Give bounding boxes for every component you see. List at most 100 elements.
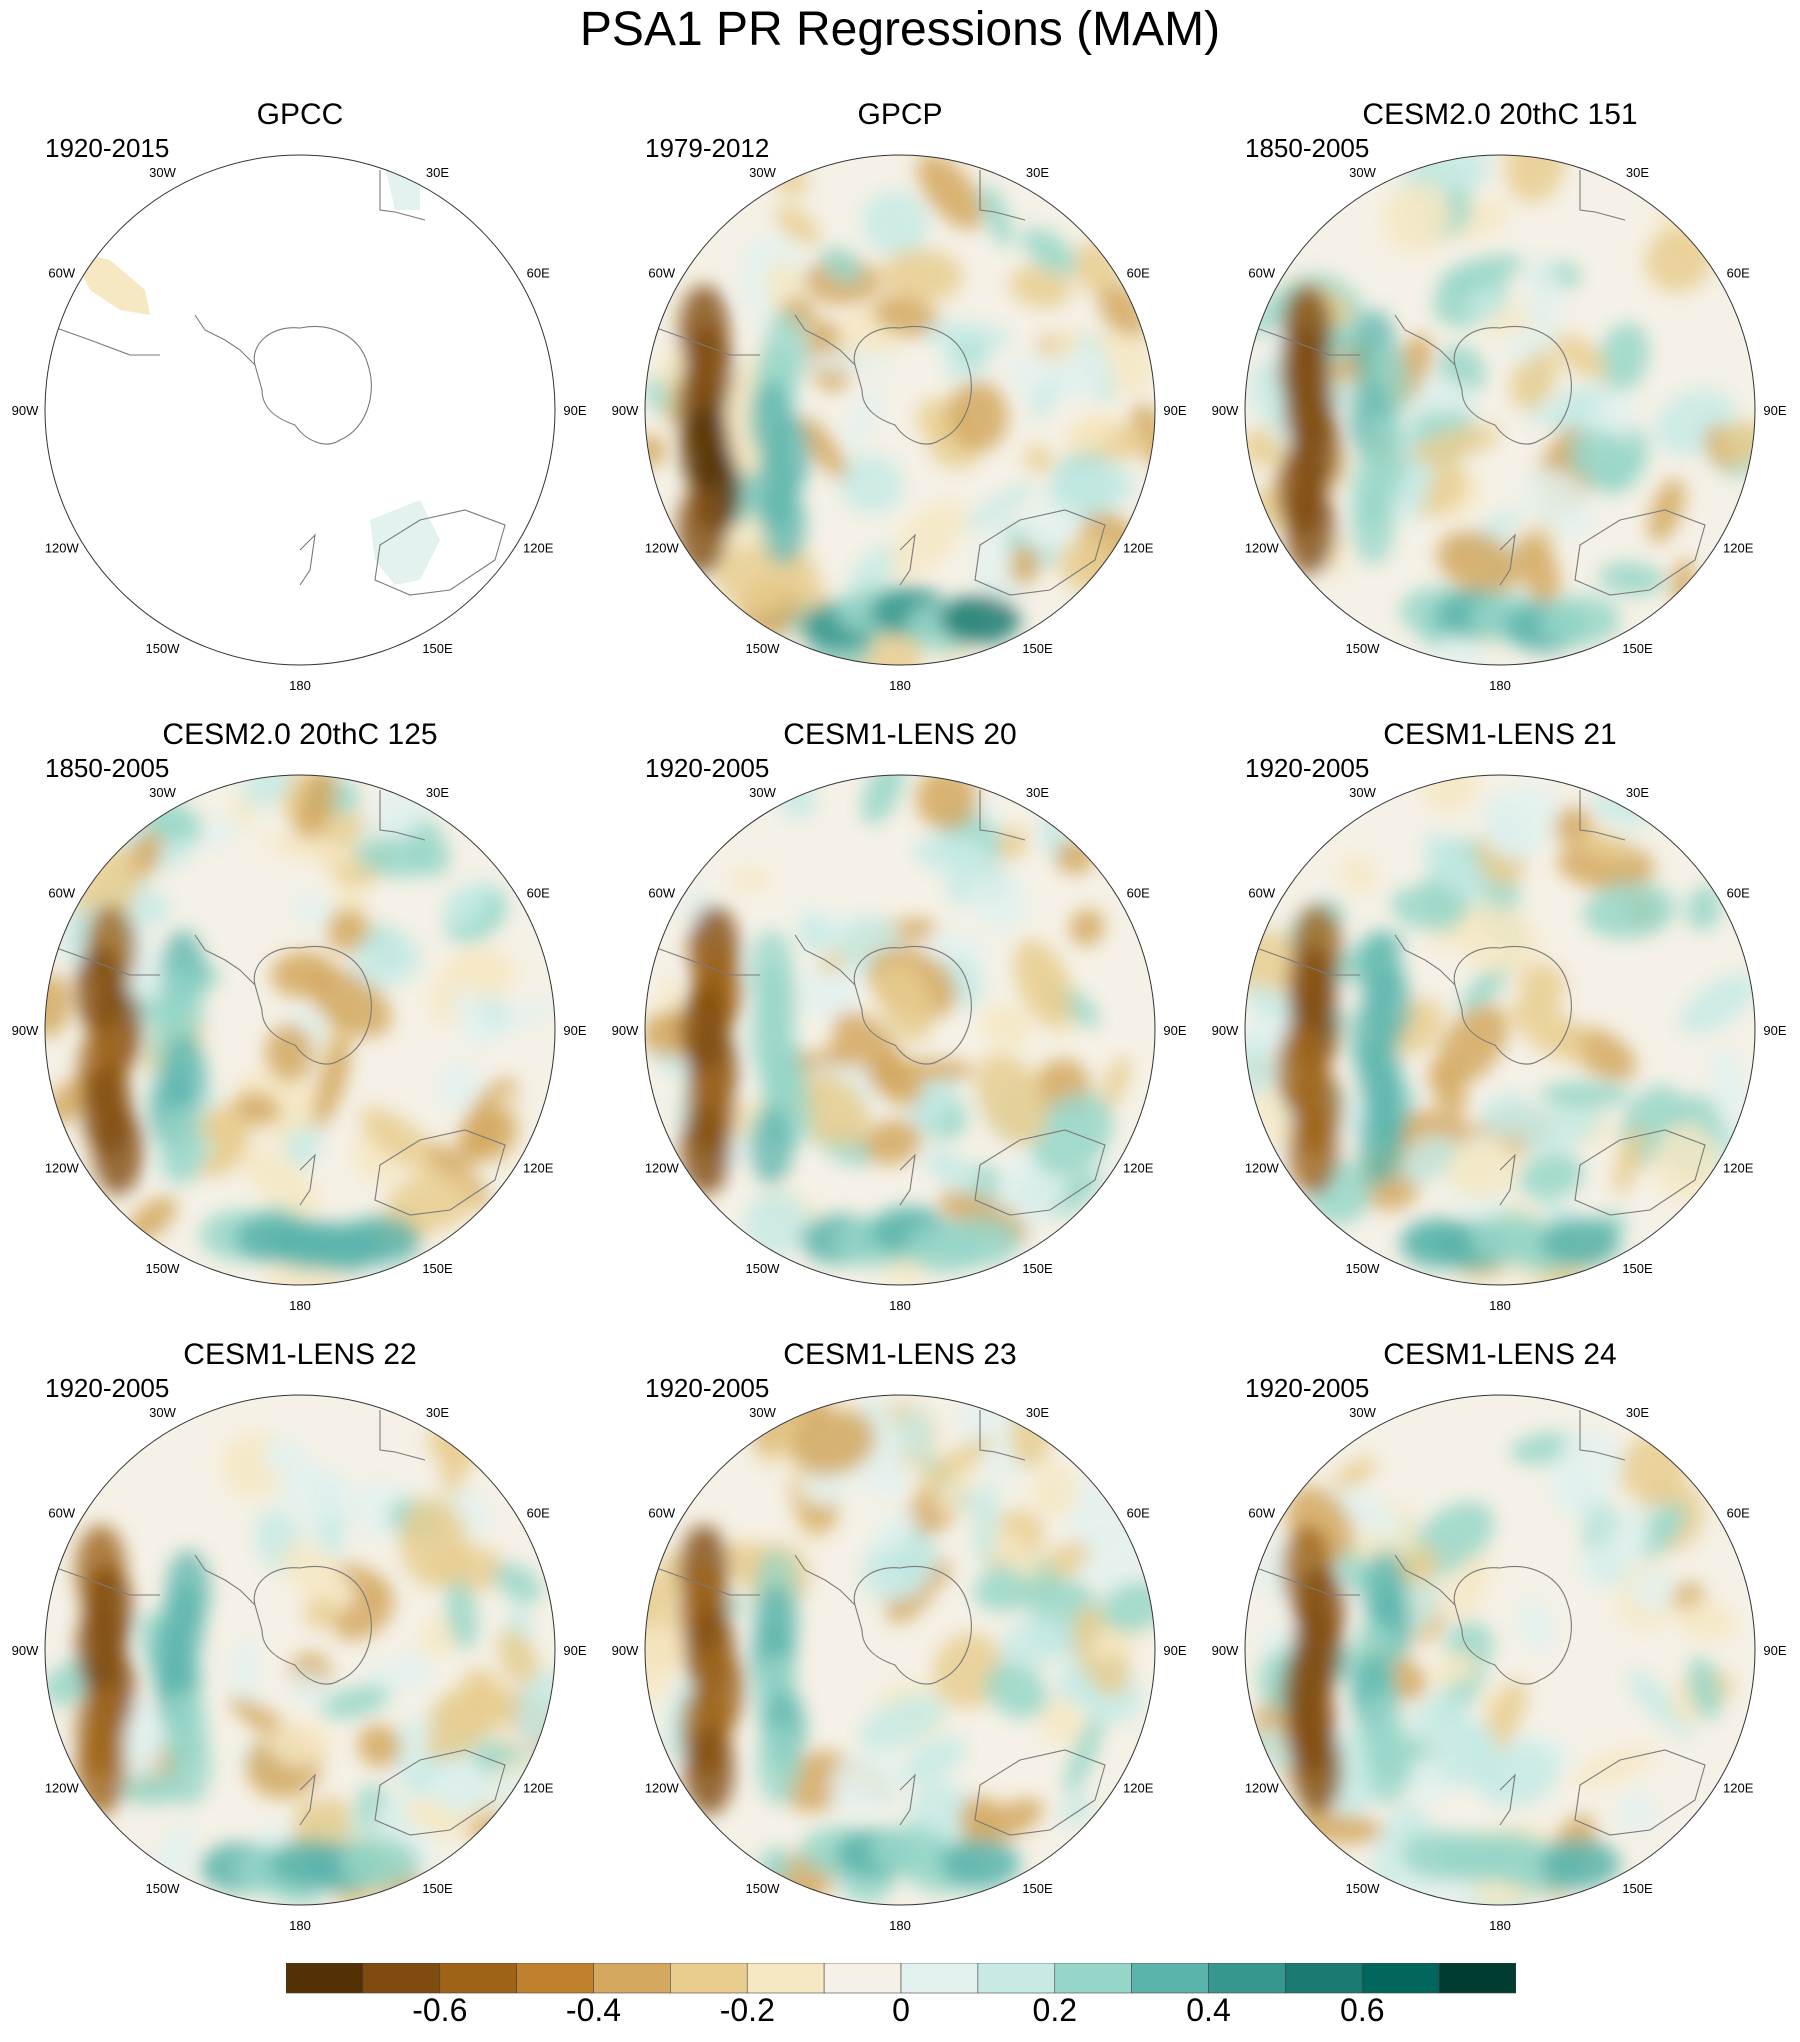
longitude-label: 180 [289,1918,311,1933]
contour-blob [861,190,929,257]
map-panel: CESM1-LENS 23 1920-2005 0 30E 60E 90E 120E 150E… [600,1335,1200,1955]
longitude-label: 120W [645,541,680,556]
longitude-label: 30W [749,1405,776,1420]
contour-blob [1458,1725,1502,1792]
longitude-label: 30W [1349,1405,1376,1420]
contour-blob [1419,775,1479,814]
longitude-label: 0 [296,140,303,143]
contour-blob [874,1400,908,1498]
longitude-label: 30E [1026,165,1049,180]
peninsula-coastline [1394,934,1456,986]
longitude-label: 0 [896,1380,903,1383]
polar-map: 0 30E 60E 90E 120E 150E 180 150W 120W 90W 60W 30W [12,760,587,1313]
contour-blob [446,1578,478,1650]
contour-blob [863,1119,922,1165]
contour-blob [910,1073,958,1131]
contour-blob [970,869,1029,932]
peninsula-coastline [794,1554,856,1606]
antarctica-coastline [853,326,972,445]
contour-blob [1436,530,1519,595]
longitude-label: 90W [1212,1023,1239,1038]
longitude-label: 60E [1127,1506,1150,1521]
africa-coastline [979,170,1026,221]
longitude-label: 60W [648,266,675,281]
longitude-label: 150W [146,641,181,656]
colorbar-swatch [593,1962,671,1994]
contour-blob [399,1497,469,1589]
map-panel: CESM1-LENS 24 1920-2005 0 30E 60E 90E 120E 150E… [1200,1335,1800,1955]
longitude-label: 180 [1489,1918,1511,1933]
contour-blob [940,1838,1020,1889]
panel-title: CESM1-LENS 24 [1383,1338,1617,1371]
longitude-label: 150E [422,641,453,656]
polar-map: 0 30E 60E 90E 120E 150E 180 150W 120W 90W 60W 30W [612,1380,1187,1933]
longitude-label: 120E [1123,1781,1154,1796]
map-boundary [44,774,556,1286]
longitude-label: 150E [1622,1261,1653,1276]
contour-blob [914,832,989,874]
contour-blob [1437,254,1523,293]
peninsula-coastline [794,314,856,366]
colorbar-swatch [1361,1962,1440,1994]
contour-blob [442,884,489,929]
south-america-coastline [1247,1564,1360,1596]
longitude-label: 180 [289,1298,311,1313]
longitude-label: 150E [1022,1881,1053,1896]
australia-coastline [374,1129,506,1216]
longitude-label: 30W [149,785,176,800]
contour-blob [1285,485,1336,575]
contour-blob [756,1725,801,1805]
longitude-label: 120W [1245,1781,1280,1796]
contour-blob [844,384,884,451]
panel-title: CESM1-LENS 21 [1383,718,1617,751]
longitude-label: 0 [1496,1380,1503,1383]
contour-blob [861,775,905,825]
australia-coastline [1574,1129,1706,1216]
contour-blob [940,1216,1020,1267]
land-shading [70,250,150,315]
longitude-label: 60E [1127,266,1150,281]
africa-coastline [379,170,426,221]
contour-blob [680,1105,731,1195]
contour-blob [761,485,806,565]
contour-blob [1400,1134,1456,1184]
antarctica-coastline [853,1566,972,1685]
contour-blob [1550,807,1592,843]
panel-title: CESM2.0 20thC 125 [162,718,438,751]
contour-blob [889,1059,976,1081]
australia-coastline [374,509,506,596]
contour-blob [1519,963,1566,1009]
contour-blob [1510,347,1558,410]
contour-blob [93,1105,144,1195]
longitude-label: 90E [1163,1023,1186,1038]
antarctica-coastline [1453,1566,1572,1685]
contour-blob [1064,1713,1104,1795]
longitude-label: 90E [1763,1643,1786,1658]
contour-blob [1675,1600,1736,1642]
contour-blob [438,1061,481,1111]
longitude-label: 60E [527,266,550,281]
longitude-label: 30W [749,165,776,180]
contour-blob [992,826,1028,861]
contour-blob [405,1799,452,1829]
contour-blob [1608,1521,1650,1561]
contour-blob [1009,264,1072,309]
map-boundary [1244,154,1756,666]
africa-coastline [979,1410,1026,1461]
peninsula-coastline [194,1554,256,1606]
contour-blob [1340,856,1378,894]
australia-coastline [1574,509,1706,596]
contour-blob [790,1409,876,1476]
contour-blob [1503,331,1537,363]
colorbar-tick-label: -0.4 [566,1992,621,2023]
africa-coastline [379,1410,426,1461]
longitude-label: 90W [612,1643,639,1658]
longitude-label: 120W [45,541,80,556]
panel-period: 1920-2005 [645,753,770,783]
contour-blob [935,1465,978,1514]
longitude-label: 90E [563,1023,586,1038]
contour-blob [749,1105,794,1185]
contour-blob [1554,333,1608,379]
contour-blob [1009,544,1039,586]
longitude-label: 90W [612,1023,639,1038]
